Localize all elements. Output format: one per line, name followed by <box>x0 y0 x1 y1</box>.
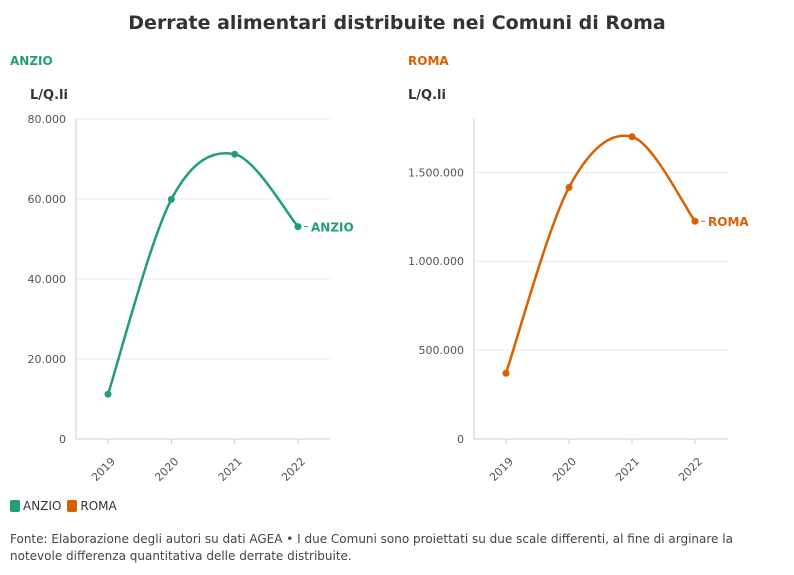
data-point <box>502 369 510 377</box>
data-point <box>104 390 112 398</box>
legend-item-roma[interactable]: ROMA <box>67 499 117 513</box>
data-point <box>294 223 302 231</box>
series-line-anzio <box>106 152 300 396</box>
data-point <box>628 133 636 141</box>
y-tick-label: 60.000 <box>28 193 67 206</box>
series-end-label-roma: ROMA <box>708 215 749 229</box>
legend-swatch-roma <box>67 500 78 512</box>
y-tick-label: 80.000 <box>28 113 67 126</box>
chart-panel-roma: ROMA L/Q.li 0 500.000 1.000.000 1.500.000 2019… <box>408 54 749 484</box>
legend: ANZIO ROMA <box>10 499 123 513</box>
x-tick-label: 2019 <box>487 455 516 484</box>
legend-item-anzio[interactable]: ANZIO <box>10 499 61 513</box>
data-point <box>691 217 699 225</box>
panel-title-anzio: ANZIO <box>10 54 53 68</box>
series-line-roma <box>504 134 697 375</box>
data-point <box>167 195 175 203</box>
legend-label-anzio: ANZIO <box>23 499 62 513</box>
x-tick-label: 2021 <box>216 455 245 484</box>
x-tick-label: 2020 <box>152 455 181 484</box>
y-tick-label: 0 <box>457 433 464 446</box>
y-tick-label: 500.000 <box>419 344 465 357</box>
y-axis-label-roma: L/Q.li <box>408 88 446 103</box>
x-tick-label: 2019 <box>89 455 118 484</box>
x-tick-label: 2022 <box>279 455 308 484</box>
x-tick-label: 2021 <box>613 455 642 484</box>
y-tick-label: 1.500.000 <box>408 166 464 179</box>
y-tick-label: 40.000 <box>28 273 67 286</box>
data-point <box>231 150 239 158</box>
chart-panel-anzio: ANZIO L/Q.li 0 20.000 40.000 60.000 80.000 2019… <box>10 54 354 484</box>
y-tick-label: 1.000.000 <box>408 255 464 268</box>
legend-label-roma: ROMA <box>80 499 117 513</box>
x-tick-label: 2020 <box>550 455 579 484</box>
y-tick-label: 0 <box>59 433 66 446</box>
series-end-label-anzio: ANZIO <box>311 221 354 235</box>
panel-title-roma: ROMA <box>408 54 449 68</box>
y-tick-label: 20.000 <box>28 353 67 366</box>
y-axis-label-anzio: L/Q.li <box>30 88 68 103</box>
data-point <box>565 183 573 191</box>
chart-title: Derrate alimentari distribuite nei Comun… <box>128 12 666 34</box>
source-note: Fonte: Elaborazione degli autori su dati… <box>10 532 733 563</box>
legend-swatch-anzio <box>10 500 20 512</box>
x-tick-label: 2022 <box>676 455 705 484</box>
